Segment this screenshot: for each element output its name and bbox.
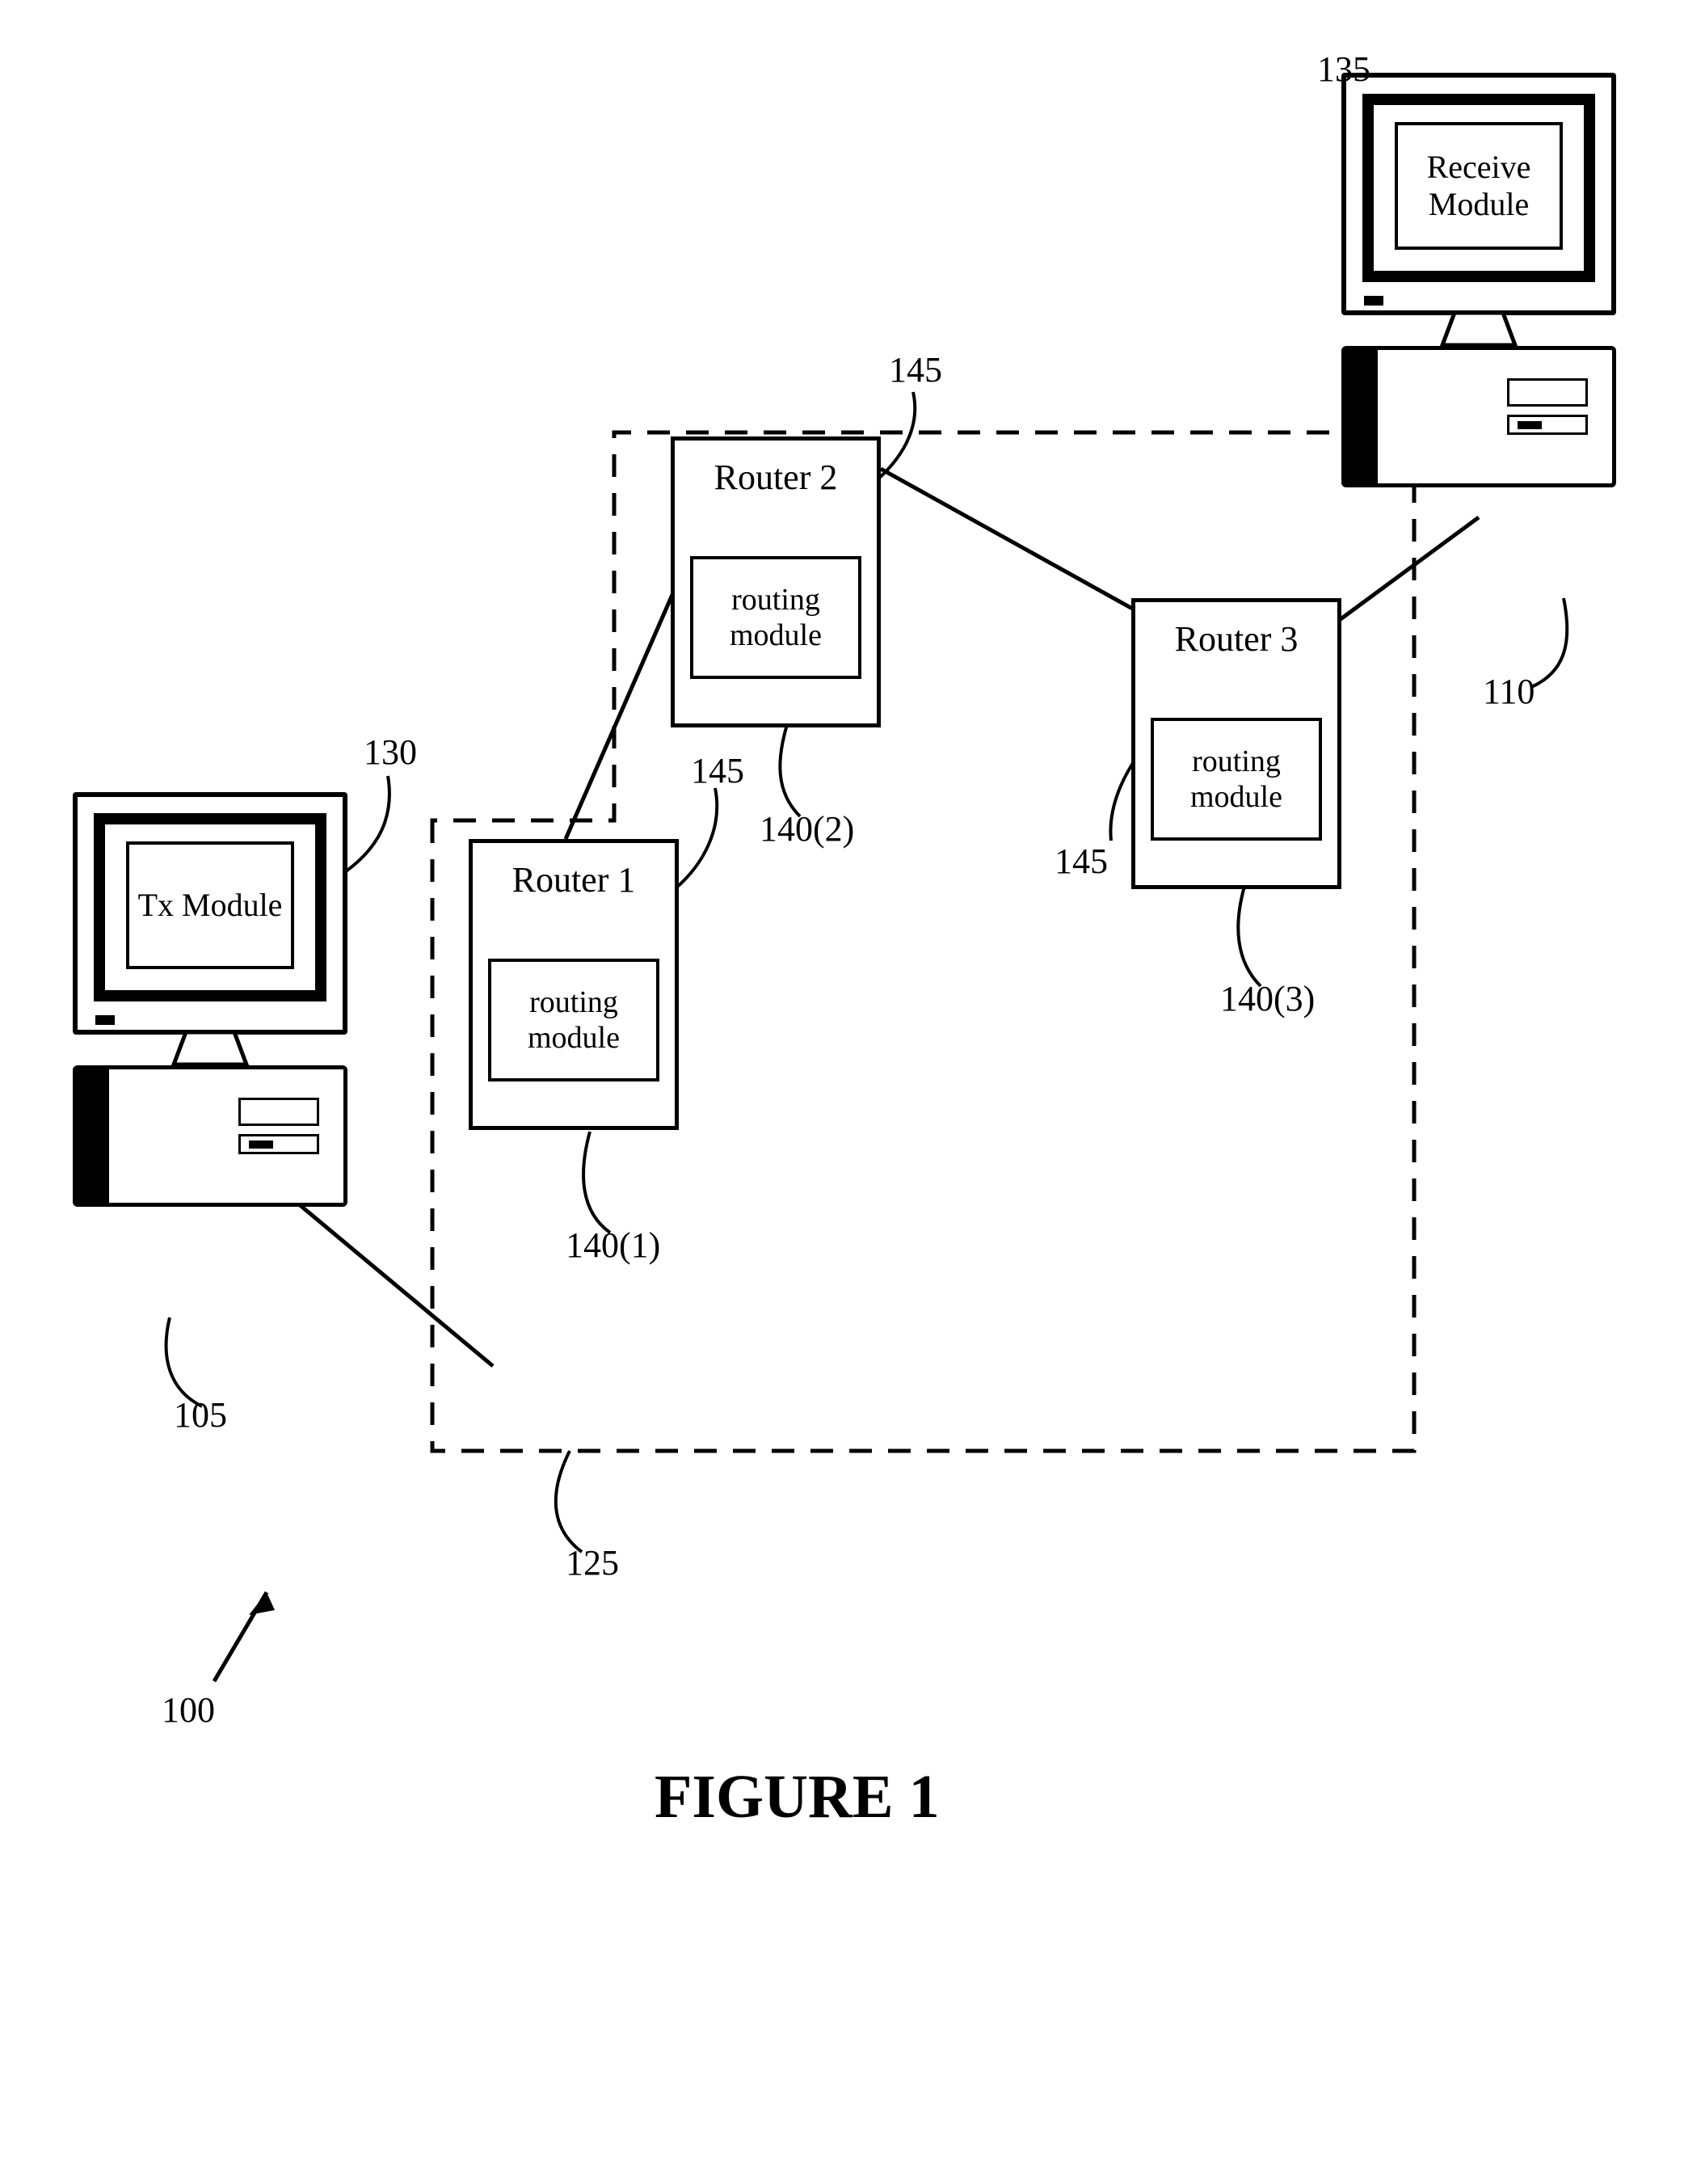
ref-125: 125 bbox=[566, 1542, 619, 1583]
callout-145-bot bbox=[675, 788, 717, 889]
ref-145-top: 145 bbox=[889, 349, 942, 390]
tx-tower-shade bbox=[77, 1069, 109, 1203]
callout-140-3 bbox=[1238, 881, 1261, 986]
router-1-module: routing module bbox=[488, 959, 660, 1081]
router-3-module: routing module bbox=[1151, 718, 1323, 841]
rx-computer: Receive Module bbox=[1341, 73, 1616, 315]
ref-145-bot: 145 bbox=[691, 750, 744, 791]
ref-110: 110 bbox=[1483, 671, 1535, 712]
callout-105 bbox=[166, 1318, 202, 1406]
tx-computer: Tx Module bbox=[73, 792, 347, 1035]
ref-145-mid: 145 bbox=[1055, 841, 1108, 882]
rx-tower bbox=[1341, 346, 1616, 487]
link-tx-router1 bbox=[299, 1204, 493, 1366]
rx-drive-1 bbox=[1507, 378, 1588, 407]
tx-stand bbox=[170, 1032, 250, 1069]
callout-125 bbox=[556, 1451, 582, 1552]
tx-power-led bbox=[95, 1015, 115, 1025]
rx-monitor-screen: Receive Module bbox=[1395, 122, 1563, 250]
rx-stand bbox=[1438, 313, 1519, 349]
ref-100: 100 bbox=[162, 1689, 215, 1731]
tx-tower bbox=[73, 1065, 347, 1207]
rx-monitor: Receive Module bbox=[1341, 73, 1616, 315]
ref-130: 130 bbox=[364, 732, 417, 773]
router-2-module: routing module bbox=[690, 556, 862, 679]
rx-power-led bbox=[1364, 296, 1383, 306]
arrow-100-line bbox=[214, 1592, 267, 1681]
ref-140-3: 140(3) bbox=[1220, 978, 1315, 1019]
tx-module-label: Tx Module bbox=[138, 887, 283, 924]
figure-label: FIGURE 1 bbox=[655, 1762, 940, 1832]
arrow-100-head bbox=[249, 1592, 275, 1615]
router-3: Router 3 routing module bbox=[1131, 598, 1341, 889]
ref-105: 105 bbox=[174, 1394, 227, 1436]
tx-drive-2 bbox=[238, 1134, 319, 1154]
router-1: Router 1 routing module bbox=[469, 839, 679, 1130]
callout-140-2 bbox=[780, 719, 800, 816]
router-1-title: Router 1 bbox=[473, 843, 675, 910]
rx-tower-shade bbox=[1345, 350, 1378, 483]
ref-135: 135 bbox=[1317, 48, 1370, 90]
router-2: Router 2 routing module bbox=[671, 436, 881, 727]
tx-drive-1 bbox=[238, 1098, 319, 1126]
rx-module-label: Receive Module bbox=[1398, 149, 1560, 223]
router-2-title: Router 2 bbox=[675, 441, 877, 508]
diagram-canvas: Tx Module Receive Module bbox=[0, 0, 1684, 2184]
tx-monitor: Tx Module bbox=[73, 792, 347, 1035]
ref-140-2: 140(2) bbox=[760, 808, 854, 850]
ref-140-1: 140(1) bbox=[566, 1225, 660, 1266]
callout-110 bbox=[1531, 598, 1567, 687]
link-router3-rx bbox=[1325, 517, 1479, 630]
link-router2-router3 bbox=[881, 469, 1172, 630]
router-3-title: Router 3 bbox=[1135, 602, 1337, 669]
callout-140-1 bbox=[583, 1132, 610, 1233]
tx-monitor-screen: Tx Module bbox=[126, 841, 294, 969]
rx-drive-2 bbox=[1507, 415, 1588, 435]
